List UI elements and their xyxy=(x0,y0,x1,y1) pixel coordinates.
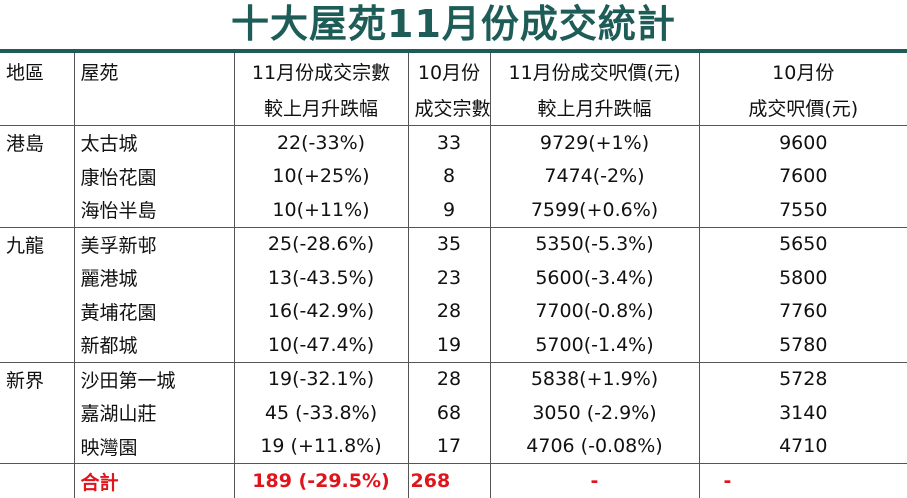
nov-psf-cell: 3050 (-2.9%) xyxy=(490,396,699,430)
header-row-2: 較上月升跌幅 成交宗數 較上月升跌幅 成交呎價(元) xyxy=(0,89,907,126)
region-cell xyxy=(0,295,74,329)
oct-psf-cell: 5800 xyxy=(699,261,907,295)
estate-cell: 映灣園 xyxy=(74,430,234,464)
estate-cell: 黃埔花園 xyxy=(74,295,234,329)
nov-tx-cell: 19(-32.1%) xyxy=(234,362,408,396)
estate-cell: 太古城 xyxy=(74,126,234,160)
nov-tx-cell: 10(+25%) xyxy=(234,160,408,194)
oct-tx-cell: 28 xyxy=(408,295,490,329)
nov-tx-cell: 22(-33%) xyxy=(234,126,408,160)
header-row-1: 地區 屋苑 11月份成交宗數 10月份 11月份成交呎價(元) 10月份 xyxy=(0,53,907,89)
oct-psf-cell: 4710 xyxy=(699,430,907,464)
header-nov-tx-line1: 11月份成交宗數 xyxy=(234,53,408,89)
oct-tx-cell: 68 xyxy=(408,396,490,430)
header-oct-psf-line2: 成交呎價(元) xyxy=(699,89,907,126)
nov-tx-cell: 25(-28.6%) xyxy=(234,227,408,261)
nov-tx-cell: 19 (+11.8%) xyxy=(234,430,408,464)
region-cell: 港島 xyxy=(0,126,74,160)
oct-tx-cell: 19 xyxy=(408,328,490,362)
oct-psf-cell: 5780 xyxy=(699,328,907,362)
estate-cell: 美孚新邨 xyxy=(74,227,234,261)
nov-psf-cell: 5350(-5.3%) xyxy=(490,227,699,261)
header-nov-psf-line1: 11月份成交呎價(元) xyxy=(490,53,699,89)
oct-tx-cell: 17 xyxy=(408,430,490,464)
oct-psf-cell: 3140 xyxy=(699,396,907,430)
total-nov-tx: 189 (-29.5%) xyxy=(234,464,408,498)
total-oct-psf: - xyxy=(699,464,907,498)
estate-cell: 沙田第一城 xyxy=(74,362,234,396)
region-cell xyxy=(0,193,74,227)
header-nov-psf-line2: 較上月升跌幅 xyxy=(490,89,699,126)
nov-tx-cell: 10(+11%) xyxy=(234,193,408,227)
oct-psf-cell: 5650 xyxy=(699,227,907,261)
total-oct-tx: 268 xyxy=(408,464,490,498)
region-cell xyxy=(0,396,74,430)
estate-cell: 康怡花園 xyxy=(74,160,234,194)
oct-tx-cell: 9 xyxy=(408,193,490,227)
header-region: 地區 xyxy=(0,53,74,89)
region-cell xyxy=(0,160,74,194)
estate-cell: 海怡半島 xyxy=(74,193,234,227)
oct-psf-cell: 9600 xyxy=(699,126,907,160)
header-oct-psf-line1: 10月份 xyxy=(699,53,907,89)
region-cell xyxy=(0,328,74,362)
header-oct-tx-line2: 成交宗數 xyxy=(408,89,490,126)
oct-psf-cell: 5728 xyxy=(699,362,907,396)
oct-tx-cell: 33 xyxy=(408,126,490,160)
oct-psf-cell: 7600 xyxy=(699,160,907,194)
header-nov-tx-line2: 較上月升跌幅 xyxy=(234,89,408,126)
oct-psf-cell: 7550 xyxy=(699,193,907,227)
region-cell: 九龍 xyxy=(0,227,74,261)
nov-tx-cell: 45 (-33.8%) xyxy=(234,396,408,430)
nov-psf-cell: 5838(+1.9%) xyxy=(490,362,699,396)
nov-psf-cell: 5600(-3.4%) xyxy=(490,261,699,295)
nov-psf-cell: 5700(-1.4%) xyxy=(490,328,699,362)
estate-cell: 嘉湖山莊 xyxy=(74,396,234,430)
nov-tx-cell: 13(-43.5%) xyxy=(234,261,408,295)
oct-tx-cell: 28 xyxy=(408,362,490,396)
region-cell xyxy=(0,430,74,464)
total-nov-psf: - xyxy=(490,464,699,498)
oct-tx-cell: 8 xyxy=(408,160,490,194)
header-estate: 屋苑 xyxy=(74,53,234,89)
region-cell: 新界 xyxy=(0,362,74,396)
nov-psf-cell: 7599(+0.6%) xyxy=(490,193,699,227)
estate-cell: 麗港城 xyxy=(74,261,234,295)
nov-tx-cell: 16(-42.9%) xyxy=(234,295,408,329)
oct-psf-cell: 7760 xyxy=(699,295,907,329)
estate-cell: 新都城 xyxy=(74,328,234,362)
oct-tx-cell: 23 xyxy=(408,261,490,295)
header-oct-tx-line1: 10月份 xyxy=(408,53,490,89)
oct-tx-cell: 35 xyxy=(408,227,490,261)
nov-psf-cell: 7474(-2%) xyxy=(490,160,699,194)
total-label: 合計 xyxy=(74,464,234,498)
nov-psf-cell: 4706 (-0.08%) xyxy=(490,430,699,464)
transaction-stats-table: 地區 屋苑 11月份成交宗數 10月份 11月份成交呎價(元) 10月份 較上月… xyxy=(0,53,907,498)
page-title: 十大屋苑11月份成交統計 xyxy=(0,0,907,48)
total-row: 合計 189 (-29.5%) 268 - - xyxy=(0,464,907,498)
region-cell xyxy=(0,261,74,295)
nov-psf-cell: 9729(+1%) xyxy=(490,126,699,160)
nov-psf-cell: 7700(-0.8%) xyxy=(490,295,699,329)
nov-tx-cell: 10(-47.4%) xyxy=(234,328,408,362)
